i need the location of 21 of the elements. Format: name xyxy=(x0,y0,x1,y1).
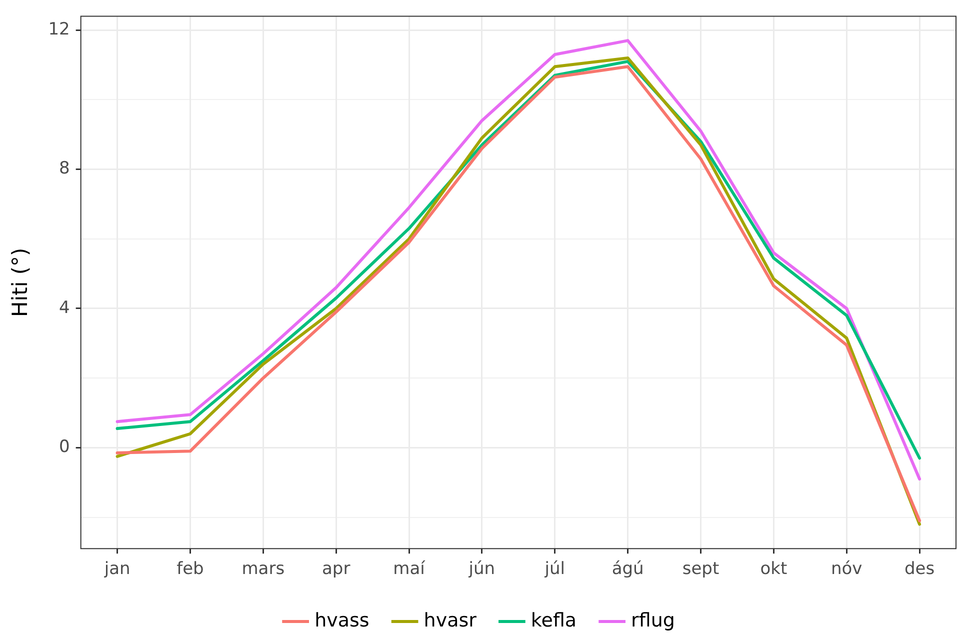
x-tick-label: ágú xyxy=(612,559,644,580)
x-tick-label: nóv xyxy=(830,559,862,580)
y-axis-title: Hiti (°) xyxy=(8,248,32,318)
x-tick-label: sept xyxy=(682,559,720,580)
legend-label: hvass xyxy=(314,609,370,632)
x-tick-label: feb xyxy=(176,559,204,580)
x-tick-label: mars xyxy=(242,559,285,580)
x-tick-label: jan xyxy=(103,559,130,580)
x-tick-label: okt xyxy=(760,559,788,580)
x-tick-label: júl xyxy=(544,559,565,580)
legend-label: kefla xyxy=(530,609,577,632)
legend-label: rflug xyxy=(631,609,675,632)
y-tick-label: 4 xyxy=(59,298,70,318)
y-tick-label: 12 xyxy=(48,20,70,40)
x-tick-label: jún xyxy=(468,559,496,580)
legend-label: hvasr xyxy=(424,609,477,632)
x-tick-label: maí xyxy=(393,559,426,580)
x-tick-label: des xyxy=(904,559,935,580)
y-tick-label: 0 xyxy=(59,437,70,458)
x-tick-label: apr xyxy=(322,559,350,580)
y-tick-label: 8 xyxy=(59,158,70,179)
